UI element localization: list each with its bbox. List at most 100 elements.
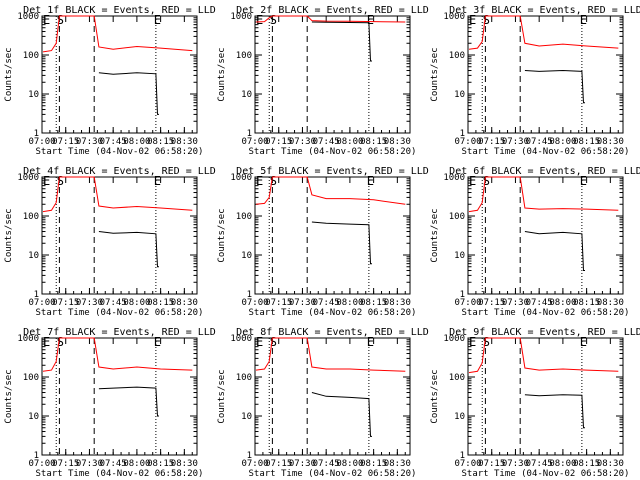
x-axis-label: Start Time (04-Nov-02 06:58:20) xyxy=(462,469,630,479)
x-tick-label: 07:45 xyxy=(313,298,340,308)
plot-frame xyxy=(467,15,624,134)
detector-panel: Det 8f BLACK = Events, RED = LLD 1 10 100 10… xyxy=(217,327,429,479)
x-tick-label: 08:00 xyxy=(549,459,576,469)
event-marker-label: S xyxy=(57,174,64,188)
y-tick-label: 1 xyxy=(34,129,39,139)
x-axis-label: Start Time (04-Nov-02 06:58:20) xyxy=(462,147,630,157)
y-tick-label: 1 xyxy=(247,290,252,300)
y-tick-label: 1000 xyxy=(443,173,465,183)
y-tick-label: 10 xyxy=(241,251,252,261)
x-tick-label: 07:45 xyxy=(313,459,340,469)
y-tick-label: 1000 xyxy=(443,334,465,344)
y-axis-label: Counts/sec xyxy=(217,47,227,101)
x-tick-label: 08:00 xyxy=(336,459,363,469)
x-tick-label: 08:00 xyxy=(336,298,363,308)
detector-panel: Det 4f BLACK = Events, RED = LLD 1 10 100 10… xyxy=(4,166,216,318)
detector-panel: Det 7f BLACK = Events, RED = LLD 1 10 100 10… xyxy=(4,327,216,479)
event-marker-label: S xyxy=(270,335,277,349)
lld-series-line xyxy=(42,15,193,53)
lld-series-line xyxy=(468,337,619,374)
events-series-line xyxy=(311,21,372,62)
lld-series-line xyxy=(42,337,193,372)
x-tick-label: 07:15 xyxy=(478,298,505,308)
x-tick-label: 08:00 xyxy=(123,298,150,308)
y-tick-label: 1 xyxy=(247,451,252,461)
event-marker-label: S xyxy=(483,335,490,349)
x-tick-label: 08:00 xyxy=(336,137,363,147)
chart-title: Det 2f BLACK = Events, RED = LLD xyxy=(236,5,429,16)
plot-frame xyxy=(41,15,198,134)
y-axis-label: Counts/sec xyxy=(4,208,14,262)
plot-frame xyxy=(41,176,198,295)
event-marker-label: E xyxy=(469,335,476,349)
x-tick-label: 08:30 xyxy=(171,298,198,308)
x-tick-label: 07:00 xyxy=(241,298,268,308)
y-tick-label: 10 xyxy=(28,251,39,261)
x-tick-label: 08:15 xyxy=(360,459,387,469)
y-tick-label: 1000 xyxy=(230,173,252,183)
y-axis-label: Counts/sec xyxy=(430,369,440,423)
event-marker-label: E xyxy=(469,174,476,188)
detector-panel: Det 6f BLACK = Events, RED = LLD 1 10 100 10… xyxy=(430,166,640,318)
event-marker-label: E xyxy=(154,13,161,27)
events-series-line xyxy=(524,394,585,429)
x-tick-label: 07:45 xyxy=(526,298,553,308)
x-tick-label: 08:30 xyxy=(384,298,411,308)
y-axis-label: Counts/sec xyxy=(4,369,14,423)
x-tick-label: 08:15 xyxy=(360,298,387,308)
x-tick-label: 08:15 xyxy=(360,137,387,147)
plot-frame xyxy=(254,337,411,456)
events-series-line xyxy=(311,221,372,265)
x-tick-label: 07:15 xyxy=(52,137,79,147)
y-tick-label: 1000 xyxy=(17,173,39,183)
chart-title: Det 3f BLACK = Events, RED = LLD xyxy=(449,5,640,16)
event-marker-label: S xyxy=(270,13,277,27)
x-tick-label: 08:15 xyxy=(147,459,174,469)
event-marker-label: E xyxy=(154,174,161,188)
x-tick-label: 07:00 xyxy=(454,298,481,308)
lld-series-line xyxy=(255,15,406,23)
x-tick-label: 08:15 xyxy=(573,137,600,147)
lld-series-line xyxy=(42,176,193,213)
y-tick-label: 1 xyxy=(460,451,465,461)
y-tick-label: 1 xyxy=(460,290,465,300)
x-tick-label: 07:00 xyxy=(28,459,55,469)
x-tick-label: 07:30 xyxy=(76,298,103,308)
x-tick-label: 07:30 xyxy=(289,298,316,308)
event-marker-label: E xyxy=(256,335,263,349)
x-axis-label: Start Time (04-Nov-02 06:58:20) xyxy=(36,147,204,157)
x-tick-label: 07:45 xyxy=(526,137,553,147)
x-tick-label: 08:30 xyxy=(171,137,198,147)
detector-panel: Det 9f BLACK = Events, RED = LLD 1 10 100 10… xyxy=(430,327,640,479)
events-series-line xyxy=(98,231,159,268)
x-tick-label: 07:00 xyxy=(454,137,481,147)
x-tick-label: 07:30 xyxy=(502,137,529,147)
y-tick-label: 100 xyxy=(23,373,39,383)
x-tick-label: 07:30 xyxy=(76,459,103,469)
y-tick-label: 10 xyxy=(241,412,252,422)
detector-panel: Det 2f BLACK = Events, RED = LLD 1 10 100 10… xyxy=(217,5,429,157)
y-tick-label: 100 xyxy=(449,373,465,383)
event-marker-label: E xyxy=(580,13,587,27)
chart-title: Det 5f BLACK = Events, RED = LLD xyxy=(236,166,429,177)
y-tick-label: 10 xyxy=(454,90,465,100)
x-tick-label: 08:15 xyxy=(147,298,174,308)
x-tick-label: 07:15 xyxy=(478,137,505,147)
detector-panel: Det 1f BLACK = Events, RED = LLD 1 10 100 10… xyxy=(4,5,216,157)
y-tick-label: 1 xyxy=(34,451,39,461)
event-marker-label: S xyxy=(270,174,277,188)
event-marker-label: E xyxy=(43,13,50,27)
events-series-line xyxy=(524,231,585,271)
y-axis-label: Counts/sec xyxy=(430,47,440,101)
x-tick-label: 07:15 xyxy=(265,298,292,308)
x-axis-label: Start Time (04-Nov-02 06:58:20) xyxy=(36,308,204,318)
chart-title: Det 4f BLACK = Events, RED = LLD xyxy=(23,166,216,177)
event-marker-label: E xyxy=(580,174,587,188)
event-marker-label: E xyxy=(367,13,374,27)
event-marker-label: S xyxy=(483,174,490,188)
x-tick-label: 07:00 xyxy=(241,137,268,147)
y-axis-label: Counts/sec xyxy=(430,208,440,262)
lld-series-line xyxy=(255,176,406,205)
x-tick-label: 08:15 xyxy=(573,298,600,308)
